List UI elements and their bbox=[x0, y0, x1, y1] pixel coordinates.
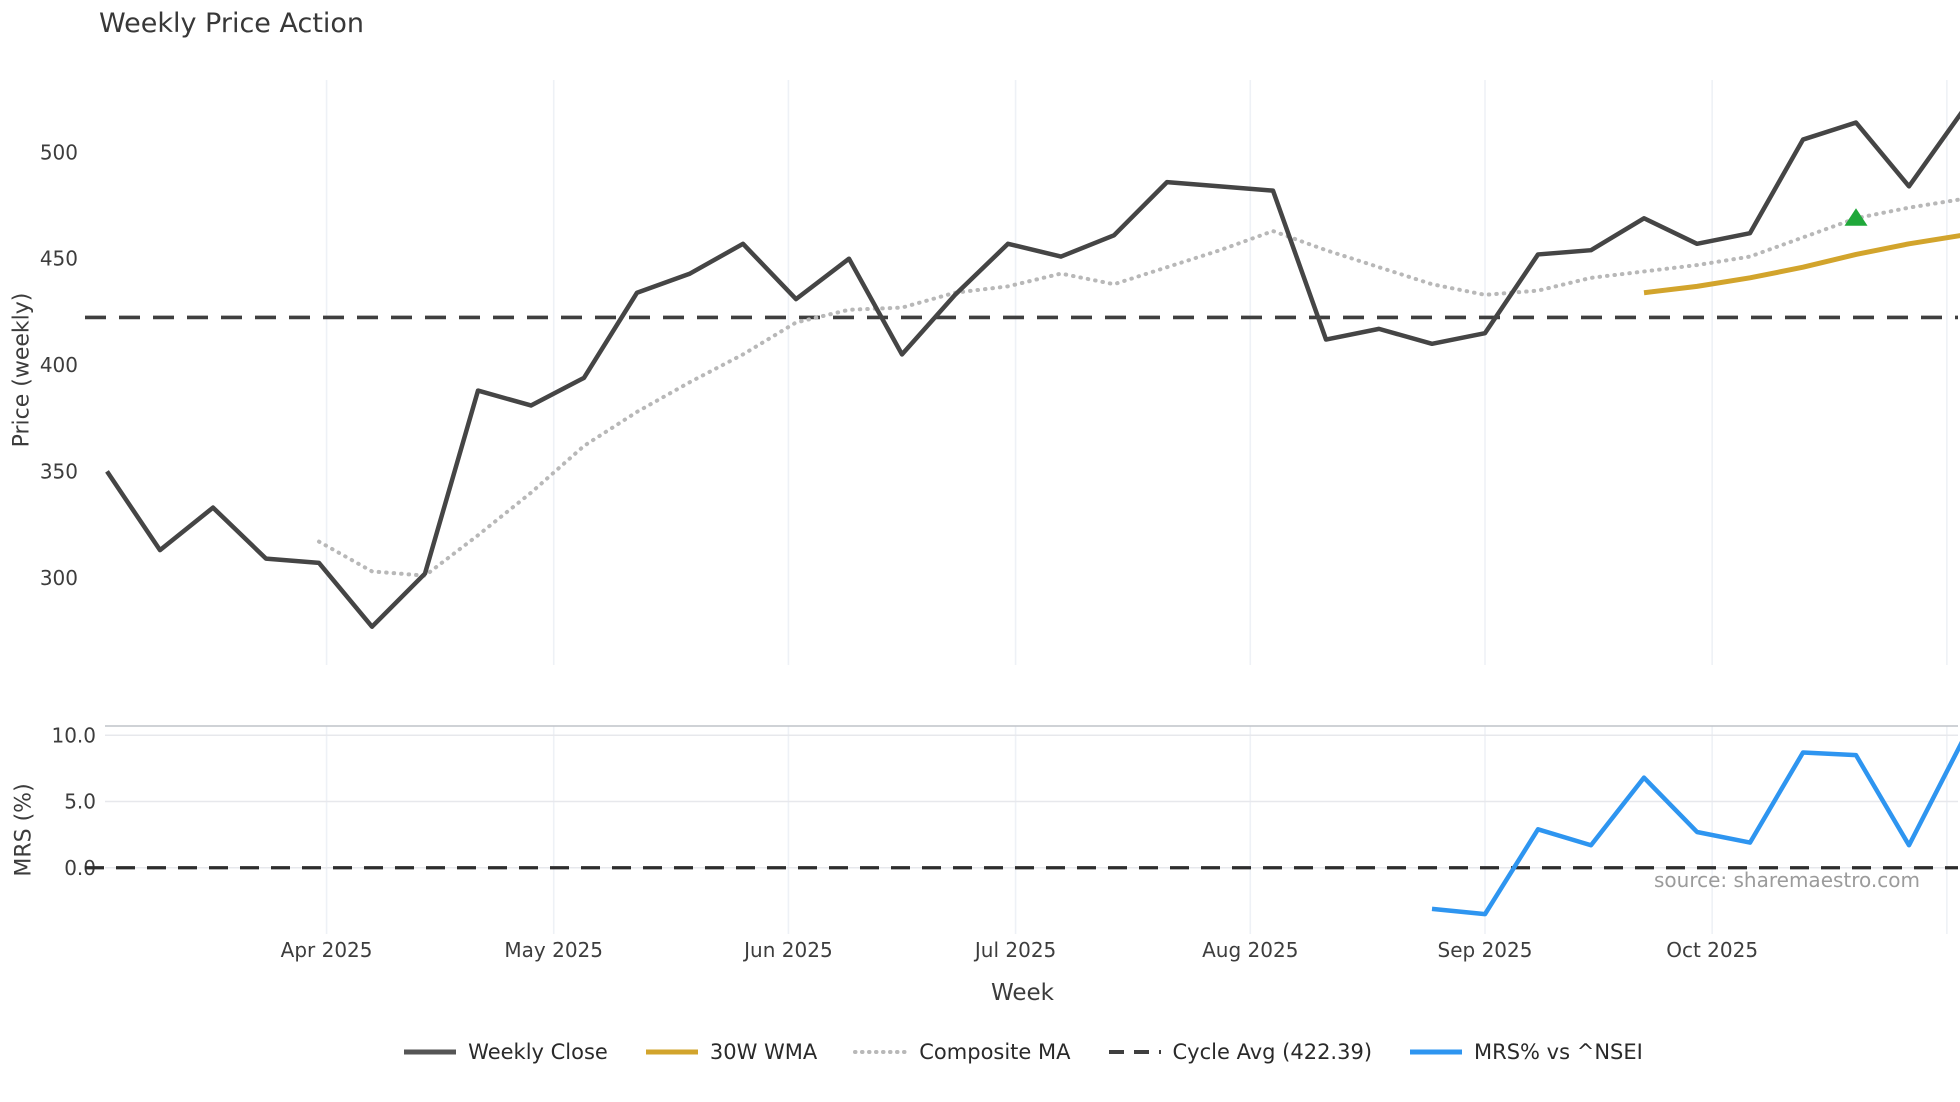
legend-swatch-solid bbox=[404, 1049, 457, 1055]
composite-ma-line bbox=[317, 197, 1960, 578]
legend-label: Weekly Close bbox=[468, 1040, 608, 1064]
price-tick-label: 500 bbox=[40, 140, 78, 164]
legend-label: Composite MA bbox=[919, 1040, 1071, 1064]
legend-swatch-dashed bbox=[1108, 1050, 1161, 1054]
legend-swatch-solid bbox=[1410, 1049, 1463, 1055]
legend-label: Cycle Avg (422.39) bbox=[1172, 1040, 1373, 1064]
legend-label: 30W WMA bbox=[709, 1040, 818, 1064]
legend-item-composite-ma: Composite MA bbox=[853, 1040, 1071, 1064]
legend-item-mrs-vs-nsei: MRS% vs ^NSEI bbox=[1408, 1040, 1643, 1064]
month-tick-label: Jun 2025 bbox=[742, 938, 833, 962]
month-tick-label: Jul 2025 bbox=[973, 938, 1056, 962]
mrs-vs-nsei-line bbox=[1431, 740, 1960, 917]
price-axis-label: Price (weekly) bbox=[9, 292, 35, 448]
month-tick-label: Aug 2025 bbox=[1202, 938, 1298, 962]
chart-title: Weekly Price Action bbox=[99, 8, 365, 39]
price-tick-label: 350 bbox=[40, 459, 78, 483]
legend-swatch-dotted bbox=[853, 1050, 910, 1054]
month-tick-label: Apr 2025 bbox=[281, 938, 373, 962]
price-tick-label: 300 bbox=[40, 566, 78, 590]
legend-item-weekly-close: Weekly Close bbox=[402, 1040, 608, 1064]
month-tick-label: Sep 2025 bbox=[1438, 938, 1533, 962]
mrs-tick-label: 10.0 bbox=[51, 723, 96, 747]
month-tick-label: May 2025 bbox=[504, 938, 603, 962]
source-credit: source: sharemaestro.com bbox=[1654, 868, 1920, 892]
month-tick-label: Oct 2025 bbox=[1666, 938, 1758, 962]
x-axis-label: Week bbox=[990, 980, 1054, 1006]
price-tick-label: 450 bbox=[40, 247, 78, 271]
legend-label: MRS% vs ^NSEI bbox=[1474, 1040, 1643, 1064]
30w-wma-line bbox=[1643, 233, 1960, 296]
legend-swatch-solid bbox=[645, 1049, 698, 1055]
mrs-axis-label: MRS (%) bbox=[11, 783, 37, 877]
price-tick-label: 400 bbox=[40, 353, 78, 377]
buy-signal-triangle-icon bbox=[1844, 208, 1868, 226]
mrs-tick-label: 5.0 bbox=[64, 790, 96, 814]
legend-item-30w-wma: 30W WMA bbox=[644, 1040, 817, 1064]
chart-legend: Weekly Close 30W WMA Composite MA Cycle Avg… bbox=[85, 1034, 1960, 1070]
weekly-close-line bbox=[105, 110, 1960, 629]
legend-item-cycle-avg-422-39: Cycle Avg (422.39) bbox=[1107, 1040, 1373, 1064]
